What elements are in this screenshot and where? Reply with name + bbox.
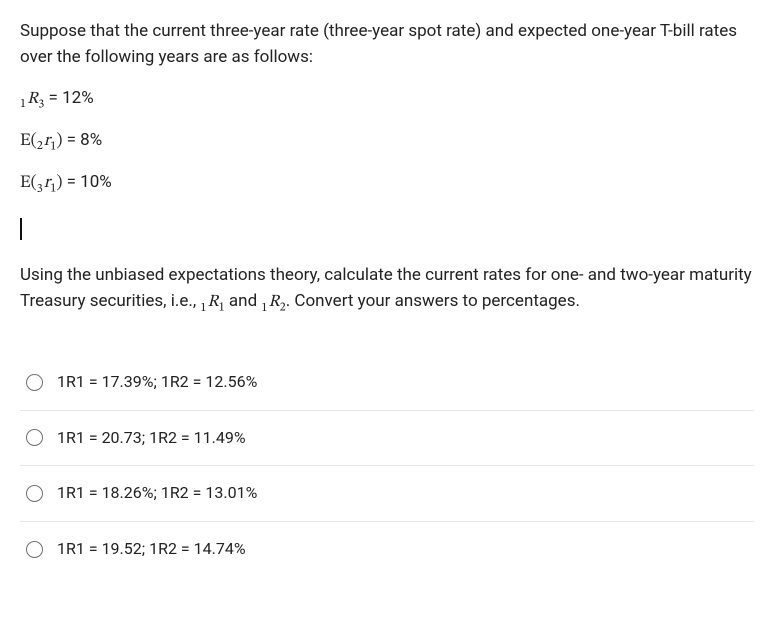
body-and: and bbox=[225, 291, 262, 311]
eq2-presub: 2 bbox=[37, 140, 43, 152]
eq3-fn: E( bbox=[20, 175, 37, 192]
equation-3: E(3r1) = 10% bbox=[20, 169, 754, 197]
body-r2-presub: 1 bbox=[261, 302, 267, 314]
question-body-text: Using the unbiased expectations theory, … bbox=[20, 262, 754, 317]
eq1-var: R bbox=[27, 91, 38, 108]
body-r1-var: R bbox=[207, 294, 218, 311]
equation-2: E(2r1) = 8% bbox=[20, 127, 754, 155]
eq2-rhs: = 8% bbox=[62, 130, 102, 150]
option-d[interactable]: 1R1 = 19.52; 1R2 = 14.74% bbox=[20, 522, 754, 577]
eq1-presub: 1 bbox=[20, 98, 26, 110]
radio-icon bbox=[26, 485, 43, 502]
body-r2-var: R bbox=[268, 294, 279, 311]
radio-icon bbox=[26, 429, 43, 446]
eq2-fn: E( bbox=[20, 133, 37, 150]
options-list: 1R1 = 17.39%; 1R2 = 12.56% 1R1 = 20.73; … bbox=[20, 355, 754, 577]
option-b[interactable]: 1R1 = 20.73; 1R2 = 11.49% bbox=[20, 411, 754, 467]
option-label: 1R1 = 19.52; 1R2 = 14.74% bbox=[57, 537, 246, 562]
text-cursor bbox=[20, 218, 22, 240]
option-label: 1R1 = 20.73; 1R2 = 11.49% bbox=[57, 426, 246, 451]
body-after: . Convert your answers to percentages. bbox=[286, 291, 580, 311]
option-a[interactable]: 1R1 = 17.39%; 1R2 = 12.56% bbox=[20, 355, 754, 411]
question-intro-text: Suppose that the current three-year rate… bbox=[20, 18, 754, 71]
eq1-rhs: = 12% bbox=[44, 88, 93, 108]
eq3-rhs: = 10% bbox=[62, 172, 111, 192]
eq3-presub: 3 bbox=[37, 183, 43, 195]
option-c[interactable]: 1R1 = 18.26%; 1R2 = 13.01% bbox=[20, 466, 754, 522]
body-r1-presub: 1 bbox=[200, 302, 206, 314]
equation-1: 1R3 = 12% bbox=[20, 85, 754, 113]
option-label: 1R1 = 18.26%; 1R2 = 13.01% bbox=[57, 481, 257, 506]
option-label: 1R1 = 17.39%; 1R2 = 12.56% bbox=[57, 370, 257, 395]
radio-icon bbox=[26, 541, 43, 558]
radio-icon bbox=[26, 374, 43, 391]
